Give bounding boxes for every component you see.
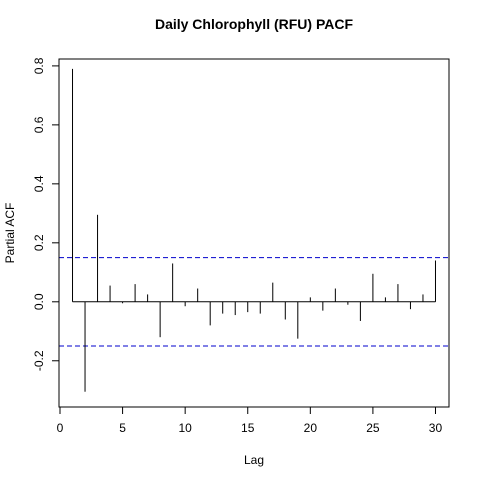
x-tick-label: 0 <box>57 421 64 435</box>
y-tick-label: -0.2 <box>32 350 46 371</box>
plot-frame <box>58 58 450 408</box>
chart-title: Daily Chlorophyll (RFU) PACF <box>155 16 354 32</box>
y-tick-label: 0.4 <box>32 175 46 192</box>
y-tick-label: 0.8 <box>32 57 46 74</box>
y-tick-label: 0.0 <box>32 293 46 310</box>
x-axis-label: Lag <box>244 453 264 467</box>
x-axis: 0 5 10 15 20 25 30 <box>57 406 443 435</box>
y-axis: -0.2 0.0 0.2 0.4 0.6 0.8 <box>32 57 60 371</box>
x-tick-label: 10 <box>178 421 192 435</box>
x-tick-label: 15 <box>241 421 255 435</box>
y-tick-label: 0.2 <box>32 234 46 251</box>
x-tick-label: 20 <box>304 421 318 435</box>
x-tick-label: 5 <box>119 421 126 435</box>
x-tick-label: 25 <box>366 421 380 435</box>
y-tick-label: 0.6 <box>32 116 46 133</box>
x-tick-label: 30 <box>429 421 443 435</box>
plot-marks <box>59 68 449 392</box>
y-axis-label: Partial ACF <box>3 203 17 264</box>
